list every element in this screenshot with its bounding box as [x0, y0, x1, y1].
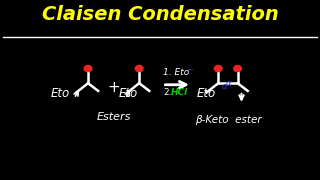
- Ellipse shape: [214, 66, 222, 72]
- Text: 1. Eto: 1. Eto: [163, 68, 189, 77]
- Ellipse shape: [135, 66, 143, 72]
- Text: Eto: Eto: [51, 87, 70, 100]
- Text: +: +: [107, 80, 120, 94]
- Text: α: α: [221, 82, 227, 91]
- Text: Esters: Esters: [96, 112, 131, 122]
- Text: Eto: Eto: [119, 87, 138, 100]
- Text: Eto: Eto: [196, 87, 216, 100]
- Text: −: −: [186, 65, 193, 74]
- Ellipse shape: [234, 66, 242, 72]
- Text: α: α: [226, 78, 231, 87]
- Ellipse shape: [84, 66, 92, 72]
- Text: β-Keto  ester: β-Keto ester: [195, 115, 262, 125]
- Text: Claisen Condensation: Claisen Condensation: [42, 5, 278, 24]
- Text: 2.: 2.: [163, 88, 172, 97]
- Text: HCl: HCl: [171, 88, 188, 97]
